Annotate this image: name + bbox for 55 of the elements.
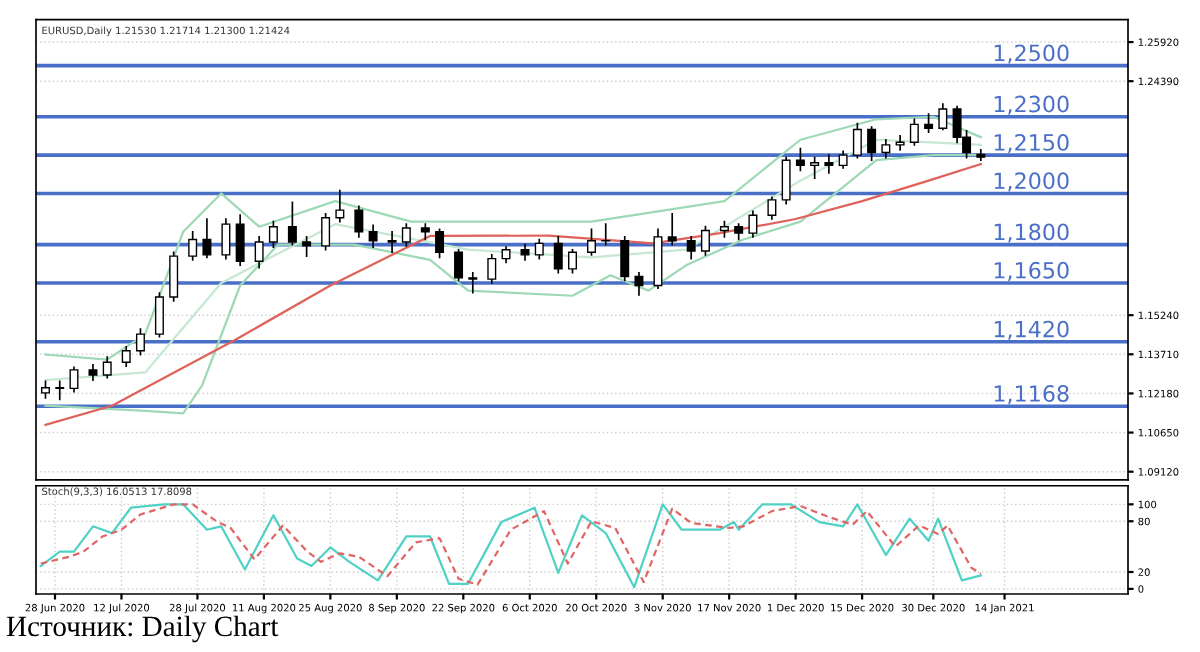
candlestick: [154, 292, 164, 338]
candlestick: [69, 366, 79, 393]
candlestick: [534, 238, 544, 260]
candlestick: [553, 236, 563, 274]
candlestick: [852, 122, 862, 159]
candlestick: [767, 196, 777, 220]
ref-line-label: 1,2300: [994, 95, 1069, 115]
candlestick: [302, 236, 312, 257]
candlestick: [235, 214, 245, 266]
candlestick: [587, 228, 596, 256]
candlestick: [976, 148, 986, 162]
candlestick: [938, 103, 948, 131]
candlestick: [795, 147, 805, 172]
ref-line-label: 1,1650: [994, 261, 1069, 281]
ref-line-label: 1,2500: [994, 44, 1069, 64]
candlestick: [435, 228, 445, 259]
candlestick: [401, 223, 411, 247]
text: Источник: Daily Chart: [6, 615, 279, 643]
candlestick: [748, 210, 758, 238]
candlestick: [121, 346, 131, 367]
candlestick: [202, 218, 212, 259]
candlestick: [824, 154, 834, 174]
candlestick: [909, 118, 919, 146]
candlestick: [335, 189, 345, 223]
candlestick: [221, 218, 231, 260]
candlestick: [268, 220, 278, 248]
ref-line-label: 1,2000: [994, 172, 1069, 192]
candlestick: [254, 236, 264, 269]
candlestick: [387, 230, 397, 254]
candlestick: [287, 201, 297, 246]
candlestick: [321, 213, 331, 251]
ref-line-label: 1,2150: [994, 133, 1069, 154]
candlestick: [354, 205, 364, 238]
ref-line-label: 1,1420: [994, 320, 1069, 340]
candlestick: [810, 156, 820, 179]
candlestick: [634, 271, 644, 296]
candlestick: [169, 251, 179, 302]
candlestick: [468, 271, 478, 294]
candlestick: [368, 224, 378, 248]
candlestick: [686, 236, 696, 260]
candlestick: [55, 380, 65, 401]
ref-line-label: 1,1800: [994, 223, 1069, 243]
candlestick: [102, 356, 112, 379]
candlestick: [188, 230, 198, 261]
candlestick: [620, 236, 630, 282]
candlestick: [454, 248, 464, 282]
ref-line-label: 1,1168: [994, 385, 1069, 405]
candlestick: [867, 126, 877, 162]
candlestick: [781, 156, 791, 205]
candlestick: [895, 135, 905, 151]
candlestick: [135, 328, 145, 356]
candlestick: [487, 253, 497, 284]
candlestick: [568, 248, 577, 274]
candlestick: [700, 225, 710, 256]
candlestick: [667, 213, 677, 246]
